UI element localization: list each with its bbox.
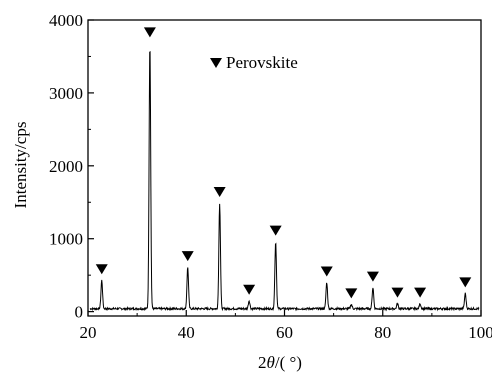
perovskite-peak-marker (366, 271, 379, 282)
perovskite-peak-marker (414, 287, 427, 298)
x-tick-label: 60 (276, 323, 293, 342)
perovskite-peak-marker (345, 288, 358, 299)
x-axis-label-prefix: 2 (258, 353, 267, 372)
y-tick-label: 1000 (49, 230, 83, 249)
y-axis-ticks: 0 1000 2000 3000 4000 (49, 11, 94, 322)
perovskite-peak-marker (391, 287, 404, 298)
y-tick-label: 0 (75, 303, 84, 322)
peak-markers (95, 27, 472, 299)
perovskite-peak-marker (269, 225, 282, 236)
xrd-pattern-line (89, 50, 480, 312)
legend-marker-icon (210, 58, 222, 68)
perovskite-peak-marker (213, 186, 226, 197)
perovskite-peak-marker (243, 284, 256, 295)
y-tick-label: 3000 (49, 84, 83, 103)
x-tick-label: 100 (468, 323, 492, 342)
x-axis-label-theta: θ (267, 353, 275, 372)
x-axis-label: 2θ/( °) (258, 353, 302, 372)
x-axis-label-suffix: /( °) (275, 353, 302, 372)
y-axis-label: Intensity/cps (11, 122, 30, 209)
perovskite-peak-marker (95, 264, 108, 275)
series-layer (89, 50, 480, 312)
x-tick-label: 40 (178, 323, 195, 342)
y-tick-label: 2000 (49, 157, 83, 176)
perovskite-peak-marker (181, 251, 194, 262)
legend-label: Perovskite (226, 53, 298, 72)
perovskite-peak-marker (143, 27, 156, 38)
x-tick-label: 20 (80, 323, 97, 342)
legend: Perovskite (210, 53, 298, 72)
perovskite-peak-marker (320, 266, 333, 277)
y-tick-label: 4000 (49, 11, 83, 30)
x-tick-label: 80 (374, 323, 391, 342)
perovskite-peak-marker (459, 277, 472, 288)
x-axis-ticks: 20 40 60 80 100 (80, 310, 492, 342)
